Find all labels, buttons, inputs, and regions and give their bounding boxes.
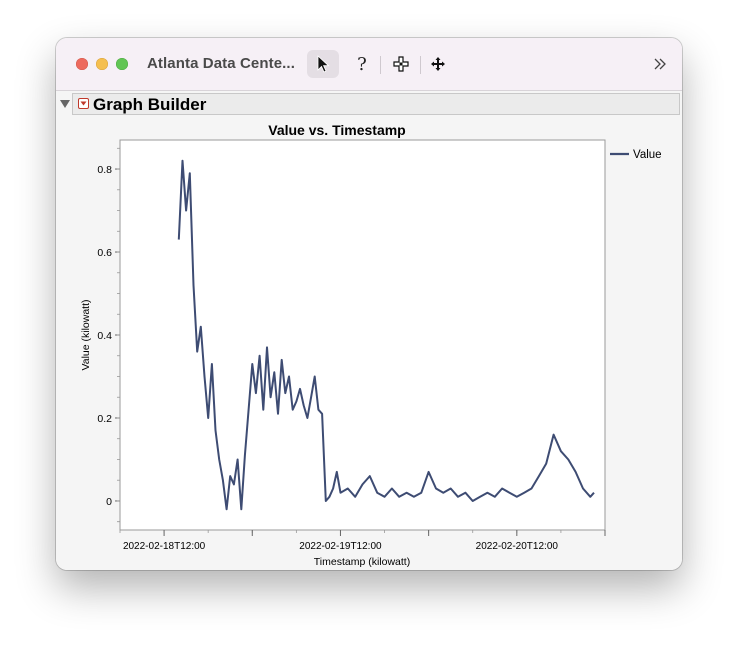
legend: Value xyxy=(610,149,662,161)
move-arrows-icon xyxy=(431,57,445,71)
y-tick-label: 0 xyxy=(106,496,112,508)
series-line-value xyxy=(177,159,595,511)
selection-tool-button[interactable] xyxy=(389,50,413,78)
legend-label: Value xyxy=(633,149,662,161)
more-tools-button[interactable] xyxy=(650,50,670,78)
crosshair-select-icon xyxy=(393,56,409,72)
close-window-button[interactable] xyxy=(76,58,88,70)
chevron-double-right-icon xyxy=(654,58,666,70)
disclosure-triangle-icon[interactable] xyxy=(60,100,70,108)
help-tool-button[interactable]: ? xyxy=(349,50,375,78)
toolbar-divider xyxy=(380,56,381,74)
x-tick-label: 2022-02-19T12:00 xyxy=(299,541,382,552)
arrow-cursor-icon xyxy=(317,55,330,73)
graph-builder-title: Graph Builder xyxy=(93,95,207,114)
y-tick-label: 0.6 xyxy=(97,247,112,259)
red-triangle-icon xyxy=(80,101,87,106)
title-bar: Atlanta Data Cente... ? xyxy=(56,38,682,91)
x-tick-label: 2022-02-20T12:00 xyxy=(476,541,559,552)
zoom-window-button[interactable] xyxy=(116,58,128,70)
y-tick-label: 0.8 xyxy=(97,164,112,176)
series-layer xyxy=(177,159,595,511)
y-axis-label: Value (kilowatt) xyxy=(80,300,92,371)
graph-builder-outline-header[interactable]: Graph Builder xyxy=(72,93,680,115)
y-tick-label: 0.2 xyxy=(97,413,112,425)
graph-builder-window: Atlanta Data Cente... ? xyxy=(56,38,682,570)
y-axis: 0 0.2 0.4 0.6 0.8 xyxy=(97,147,120,523)
line-chart: Value vs. Timestamp 0 0.2 0.4 0.6 0.8 2022-0… xyxy=(80,122,662,568)
arrow-tool-button[interactable] xyxy=(307,50,339,78)
toolbar-divider xyxy=(420,56,421,74)
x-axis: 2022-02-18T12:00 2022-02-19T12:00 2022-02-… xyxy=(119,530,606,552)
question-mark-icon: ? xyxy=(357,53,367,75)
red-triangle-menu-button[interactable] xyxy=(78,98,89,109)
x-tick-label: 2022-02-18T12:00 xyxy=(123,541,206,552)
plot-frame xyxy=(119,139,606,531)
chart-title: Value vs. Timestamp xyxy=(268,122,405,138)
move-tool-button[interactable] xyxy=(426,50,450,78)
minimize-window-button[interactable] xyxy=(96,58,108,70)
y-tick-label: 0.4 xyxy=(97,330,112,342)
window-title: Atlanta Data Cente... xyxy=(147,55,295,72)
x-axis-label: Timestamp (kilowatt) xyxy=(314,556,410,568)
